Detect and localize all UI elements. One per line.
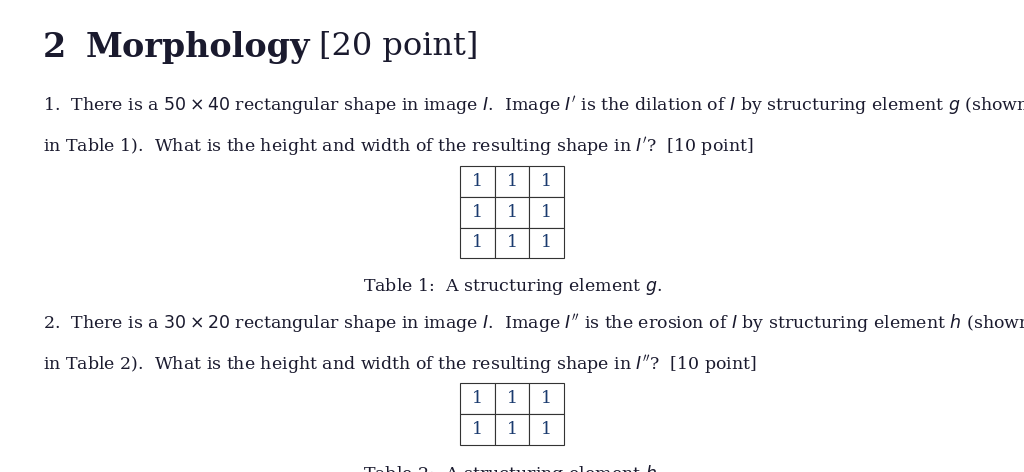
Text: in Table 1).  What is the height and width of the resulting shape in $I'$?  [10 : in Table 1). What is the height and widt… — [43, 135, 754, 159]
Text: 2.  There is a $30 \times 20$ rectangular shape in image $I$.  Image $I''$ is th: 2. There is a $30 \times 20$ rectangular… — [43, 312, 1024, 335]
Text: in Table 2).  What is the height and width of the resulting shape in $I''$?  [10: in Table 2). What is the height and widt… — [43, 353, 757, 376]
Text: 1: 1 — [507, 421, 517, 438]
Bar — [495, 166, 529, 197]
Bar — [529, 197, 564, 228]
Text: 1: 1 — [542, 234, 552, 252]
Text: Table 2:  A structuring element $h$.: Table 2: A structuring element $h$. — [362, 463, 662, 472]
Bar — [495, 197, 529, 228]
Text: Morphology: Morphology — [86, 31, 310, 64]
Bar — [460, 414, 495, 445]
Bar — [529, 228, 564, 258]
Text: 2: 2 — [43, 31, 67, 64]
Bar — [460, 228, 495, 258]
Bar — [529, 166, 564, 197]
Bar — [460, 383, 495, 414]
Text: 1: 1 — [472, 421, 482, 438]
Bar — [529, 383, 564, 414]
Text: 1.  There is a $50 \times 40$ rectangular shape in image $I$.  Image $I'$ is the: 1. There is a $50 \times 40$ rectangular… — [43, 94, 1024, 118]
Text: 1: 1 — [542, 421, 552, 438]
Text: 1: 1 — [472, 173, 482, 190]
Bar — [460, 197, 495, 228]
Text: [20 point]: [20 point] — [319, 31, 479, 62]
Bar — [495, 228, 529, 258]
Text: Table 1:  A structuring element $g$.: Table 1: A structuring element $g$. — [362, 276, 662, 297]
Text: 1: 1 — [507, 203, 517, 221]
Text: 1: 1 — [472, 234, 482, 252]
Bar — [495, 414, 529, 445]
Text: 1: 1 — [507, 390, 517, 407]
Bar — [460, 166, 495, 197]
Text: 1: 1 — [542, 173, 552, 190]
Text: 1: 1 — [542, 390, 552, 407]
Text: 1: 1 — [507, 173, 517, 190]
Text: 1: 1 — [472, 203, 482, 221]
Text: 1: 1 — [507, 234, 517, 252]
Text: 1: 1 — [472, 390, 482, 407]
Text: 1: 1 — [542, 203, 552, 221]
Bar — [495, 383, 529, 414]
Bar — [529, 414, 564, 445]
